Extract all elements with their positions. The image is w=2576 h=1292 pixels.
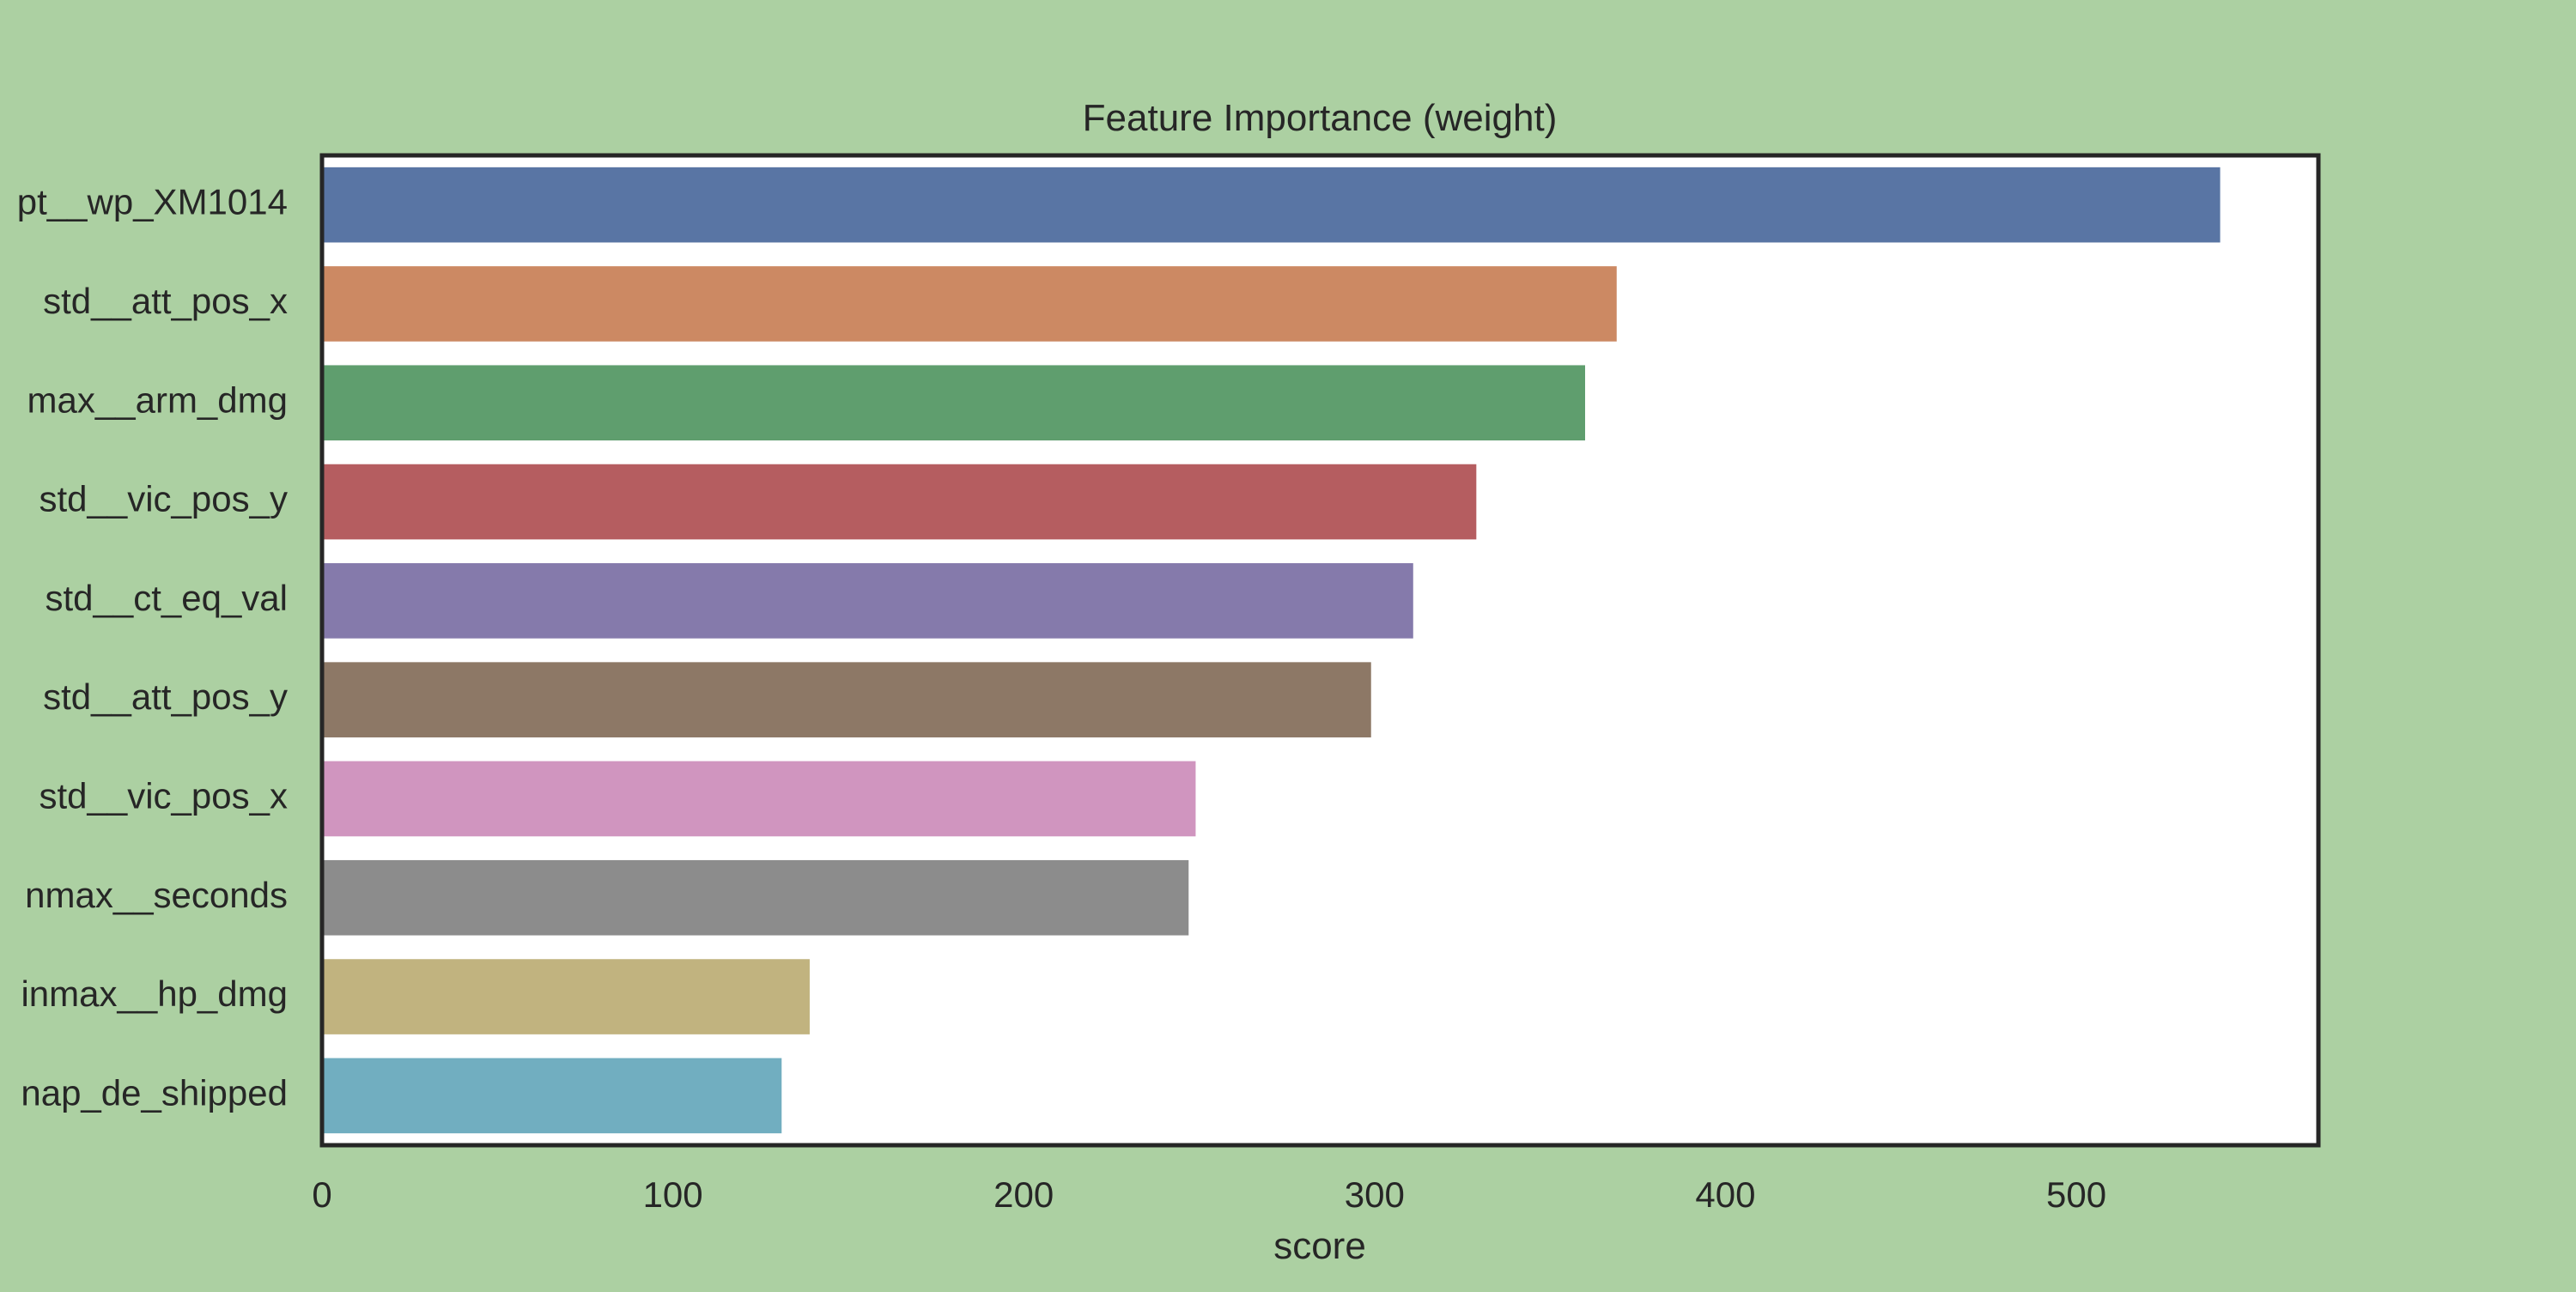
x-tick-label: 500 bbox=[2046, 1174, 2106, 1215]
y-tick-label: max__arm_dmg bbox=[27, 379, 288, 420]
bar-5 bbox=[322, 662, 1371, 737]
y-tick-label: std__vic_pos_x bbox=[39, 776, 288, 816]
chart-title: Feature Importance (weight) bbox=[1083, 97, 1558, 139]
bar-3 bbox=[322, 464, 1477, 540]
y-tick-label: inmax__hp_dmg bbox=[21, 974, 288, 1014]
bar-7 bbox=[322, 859, 1189, 936]
x-tick-label: 200 bbox=[993, 1174, 1054, 1215]
bars-group bbox=[322, 167, 2221, 1134]
y-tick-labels: pt__wp_XM1014 std__att_pos_x max__arm_dmgs… bbox=[17, 182, 288, 1113]
bar-0 bbox=[322, 167, 2221, 243]
plot-frame bbox=[319, 153, 2321, 1148]
bar-6 bbox=[322, 761, 1196, 837]
bar-1 bbox=[322, 266, 1617, 342]
x-axis-label: score bbox=[1273, 1225, 1366, 1267]
x-tick-label: 100 bbox=[643, 1174, 703, 1215]
y-tick-label: std__ct_eq_val bbox=[45, 578, 288, 618]
x-tick-label: 400 bbox=[1695, 1174, 1755, 1215]
bar-2 bbox=[322, 365, 1586, 441]
y-tick-label: pt__wp_XM1014 bbox=[17, 182, 288, 222]
x-tick-label: 300 bbox=[1345, 1174, 1405, 1215]
x-ticks: 0 100 200 300 400 500 bbox=[312, 1174, 2106, 1215]
bar-9 bbox=[322, 1058, 782, 1134]
bar-8 bbox=[322, 959, 810, 1034]
y-tick-label: nap_de_shipped bbox=[21, 1072, 288, 1113]
y-tick-label: std__vic_pos_y bbox=[39, 479, 288, 519]
bar-4 bbox=[322, 563, 1413, 639]
x-tick-label: 0 bbox=[312, 1174, 331, 1215]
y-tick-label: std__att_pos_y bbox=[43, 676, 288, 717]
y-tick-label: nmax__seconds bbox=[25, 875, 288, 915]
y-tick-label: std__att_pos_x bbox=[43, 281, 288, 321]
